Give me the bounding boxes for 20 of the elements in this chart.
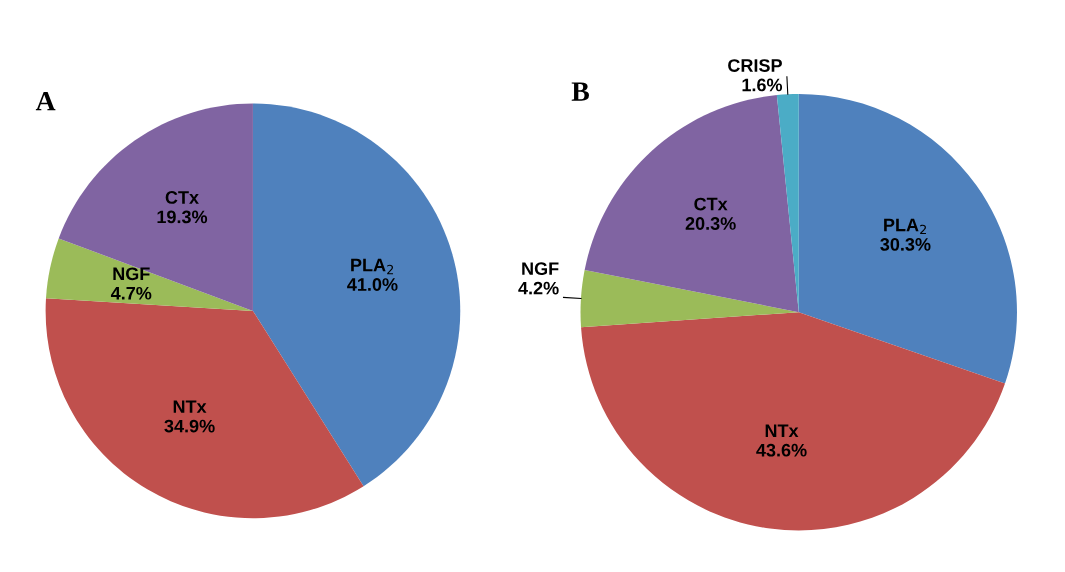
data-label: 41.0% <box>347 278 398 291</box>
data-label: 43.6% <box>756 443 807 457</box>
data-label: 4.7% <box>110 286 152 300</box>
data-label: 20.3% <box>685 217 736 230</box>
chart-title: A <box>35 91 56 111</box>
data-label: 1.6% <box>742 78 783 92</box>
data-label: 19.3% <box>157 210 208 224</box>
data-label: 4.2% <box>518 281 559 295</box>
slice-label: CRISP <box>728 59 782 72</box>
slice-label: NGF <box>522 262 559 276</box>
slice-label: NTx <box>765 424 799 437</box>
slice-label: CTx <box>165 191 199 204</box>
slice-label: PLA$_{2}$ <box>884 218 926 235</box>
slice-label: NTx <box>173 400 207 413</box>
slice-label: CTx <box>694 197 728 211</box>
slice-label: PLA$_{2}$ <box>351 258 394 275</box>
data-label: 30.3% <box>880 238 931 251</box>
data-label: 34.9% <box>164 419 215 433</box>
text: B <box>571 82 589 101</box>
slice-label: NGF <box>113 267 150 281</box>
